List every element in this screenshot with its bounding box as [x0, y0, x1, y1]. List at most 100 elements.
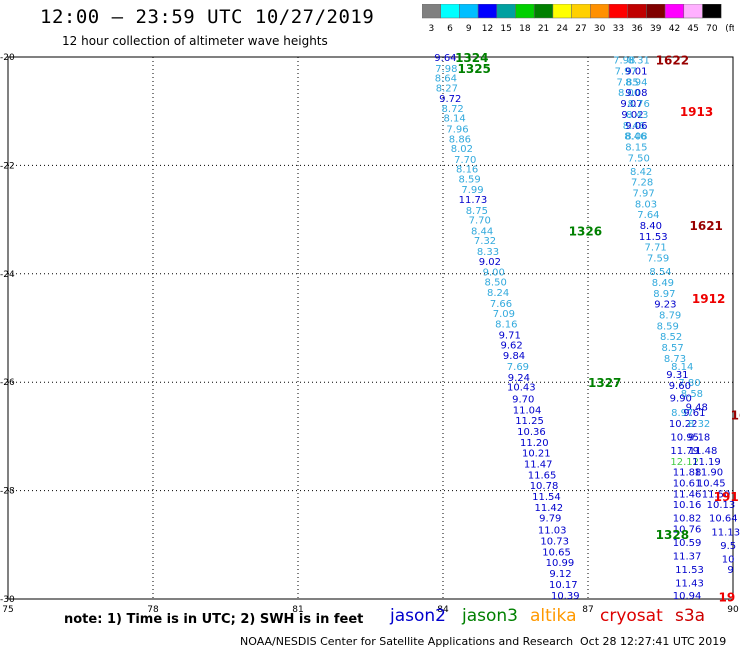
wave-height-value: 7.59 [647, 254, 669, 265]
wave-height-value: 11.90 [695, 468, 724, 479]
scale-tick-label: 18 [519, 24, 531, 34]
scale-tick-label: 12 [482, 24, 493, 34]
wave-height-value: 8.94 [625, 77, 647, 88]
wave-height-value: 9.72 [439, 94, 461, 105]
wave-height-value: 8.02 [451, 144, 473, 155]
x-tick-label: 90 [727, 605, 739, 612]
wave-height-value: 9.08 [625, 88, 647, 99]
y-tick-label: -28 [0, 487, 15, 497]
wave-height-value: 11.42 [535, 503, 564, 514]
wave-height-value: 7.97 [632, 189, 654, 200]
wave-height-value: 7.71 [645, 243, 667, 254]
pass-number-label: 19 [719, 590, 736, 604]
scale-tick-label: 42 [669, 24, 680, 34]
wave-height-value: 8.50 [485, 277, 507, 288]
scale-swatch [702, 4, 722, 19]
y-tick-label: -24 [0, 270, 15, 280]
wave-height-value: 7.98 [435, 64, 457, 75]
wave-height-value: 11.54 [532, 492, 561, 503]
wave-height-value: 8.97 [653, 289, 675, 300]
pass-number-label: 1912 [692, 292, 725, 306]
wave-height-value: 8.49 [652, 278, 674, 289]
wave-height-value: 9.62 [501, 340, 523, 351]
wave-height-value: 9.64 [434, 53, 456, 64]
wave-height-value: 11.04 [513, 405, 542, 416]
wave-height-value: 8.46 [624, 132, 646, 143]
wave-height-value: 7.28 [631, 178, 653, 189]
wave-height-value: 10.39 [551, 591, 580, 602]
wave-height-value: 7.97 [615, 67, 637, 78]
wave-height-value: 8.42 [630, 167, 652, 178]
scale-tick-label: 36 [631, 24, 643, 34]
wave-height-value: 7.64 [637, 210, 659, 221]
wave-height-value: 8.32 [688, 419, 710, 430]
y-tick-label: -30 [0, 595, 15, 605]
wave-height-value: 9.70 [512, 394, 534, 405]
wave-height-value: 8.54 [649, 267, 671, 278]
wave-height-value: 9.84 [503, 351, 525, 362]
wave-height-value: 8.86 [449, 134, 471, 145]
wave-height-value: 8.03 [635, 199, 657, 210]
wave-height-value: 10.73 [540, 536, 569, 547]
scale-tick-label: 30 [594, 24, 606, 34]
wave-height-value: 10.36 [517, 427, 546, 438]
wave-height-value: 10.61 [673, 478, 702, 489]
wave-height-value: 9.12 [549, 569, 571, 580]
wave-height-value: 9.90 [670, 393, 692, 404]
data-layer: 9.647.988.648.279.728.728.147.968.868.02… [434, 51, 740, 604]
wave-height-value: 8.44 [471, 226, 493, 237]
wave-height-value: 9.18 [688, 432, 710, 443]
wave-height-value: 8.16 [456, 165, 478, 176]
x-tick-label: 84 [437, 605, 449, 612]
wave-height-value: 10.45 [697, 478, 726, 489]
scale-tick-label: 21 [538, 24, 549, 34]
wave-height-value: 8.00 [618, 88, 640, 99]
y-tick-label: -20 [0, 53, 15, 63]
wave-height-value: 9.23 [654, 300, 676, 311]
generated-timestamp: Oct 28 12:27:41 UTC 2019 [580, 635, 727, 648]
wave-height-value: 7.80 [678, 378, 700, 389]
satellite-legend-cryosat: cryosat [600, 606, 663, 626]
scale-tick-label: 33 [613, 24, 624, 34]
wave-height-value: 8.15 [625, 142, 647, 153]
wave-height-value: 8.46 [623, 121, 645, 132]
wave-height-value: 11.03 [538, 526, 567, 537]
wave-height-value: 11.43 [675, 579, 704, 590]
wave-height-value: 7.50 [628, 153, 650, 164]
pass-number-label: 1621 [690, 219, 723, 233]
scale-tick-label: 70 [706, 24, 718, 34]
wave-height-value: 11.47 [524, 460, 553, 471]
scale-tick-label: 27 [575, 24, 586, 34]
pass-number-label: 1327 [588, 376, 621, 390]
wave-height-value: 11.37 [673, 552, 702, 563]
wave-height-value: 9.5 [720, 541, 736, 552]
wave-height-value: 9.02 [621, 110, 643, 121]
satellite-legend-jason3: jason3 [462, 606, 518, 626]
wave-height-value: 8.16 [495, 320, 517, 331]
wave-height-value: 8.97 [671, 408, 693, 419]
wave-height-value: 8.75 [466, 206, 488, 217]
wave-height-value: 10.78 [530, 481, 559, 492]
wave-height-value: 11.53 [639, 232, 668, 243]
wave-height-value: 8.79 [659, 310, 681, 321]
x-tick-label: 87 [582, 605, 593, 612]
wave-height-value: 9.24 [508, 373, 530, 384]
wave-height-value: 11.65 [528, 470, 557, 481]
wave-height-value: 10.17 [549, 580, 578, 591]
note-text: note: 1) Time is in UTC; 2) SWH is in fe… [64, 612, 364, 627]
wave-height-value: 10.95 [670, 432, 699, 443]
scale-tick-label: 6 [447, 24, 453, 34]
wave-height-value: 10.13 [707, 500, 736, 511]
pass-number-label: 1324 [455, 51, 488, 65]
wave-height-value: 8.72 [442, 104, 464, 115]
wave-height-value: 8.64 [435, 74, 457, 85]
wave-height-value: 8.57 [661, 343, 683, 354]
pass-number-label: 1622 [656, 54, 689, 68]
wave-height-value: 11.73 [459, 195, 488, 206]
scale-tick-label: 3 [428, 24, 434, 34]
wave-height-value: 8.27 [436, 83, 458, 94]
wave-height-value: 11.13 [711, 527, 740, 538]
wave-height-value: 11.88 [673, 468, 702, 479]
page-subtitle: 12 hour collection of altimeter wave hei… [62, 34, 328, 48]
wave-height-value: 8.59 [458, 174, 480, 185]
